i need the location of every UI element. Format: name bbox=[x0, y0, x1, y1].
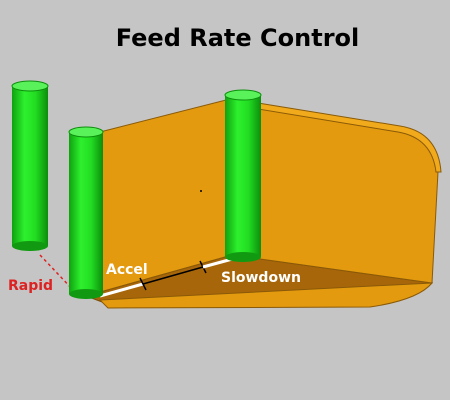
tool-cylinder-start bbox=[68, 126, 104, 299]
pocket-floor-edge bbox=[98, 282, 434, 309]
tool-cylinder-corner bbox=[224, 89, 262, 262]
pocket-wall-rim bbox=[257, 102, 442, 173]
label-accel: Accel bbox=[106, 262, 148, 278]
feed-path bbox=[142, 266, 204, 285]
label-rapid: Rapid bbox=[8, 278, 53, 294]
label-slowdown: Slowdown bbox=[221, 270, 301, 286]
wall-dot bbox=[200, 190, 202, 192]
tool-cylinder-rapid bbox=[11, 80, 49, 251]
accel-path bbox=[99, 282, 144, 298]
accel-end-tick bbox=[139, 277, 147, 291]
diagram-title: Feed Rate Control bbox=[115, 24, 360, 52]
